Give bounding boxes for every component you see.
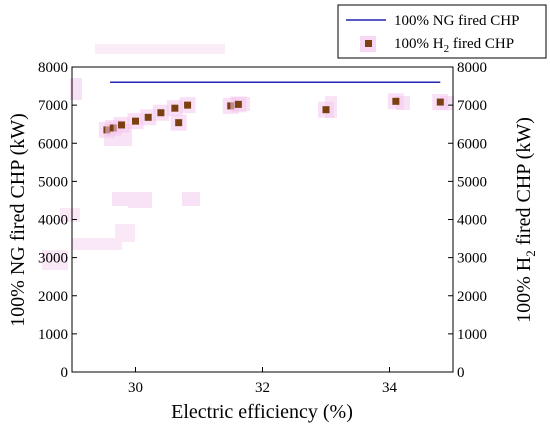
y-right-tick-label: 6000: [457, 136, 487, 152]
h2-fired-chp-point: [322, 106, 330, 114]
y-right-tick-label: 1000: [457, 327, 487, 343]
y-left-tick-label: 2000: [38, 289, 68, 305]
legend-swatch-h2: [365, 40, 372, 47]
legend-label-h2-part-2: fired CHP: [449, 36, 514, 52]
y-left-tick-label: 6000: [38, 136, 68, 152]
h2-fired-chp-point: [392, 97, 400, 105]
y-left-tick-label: 1000: [38, 327, 68, 343]
y-right-tick-label: 2000: [457, 289, 487, 305]
x-axis-title: Electric efficiency (%): [171, 401, 353, 423]
h2-fired-chp-point: [118, 121, 126, 129]
h2-fired-chp-point: [132, 117, 139, 125]
x-tick-label: 34: [382, 380, 398, 396]
h2-fired-chp-point: [144, 113, 152, 121]
h2-fired-chp-point: [157, 109, 165, 117]
x-tick-label: 32: [255, 380, 270, 396]
h2-fired-chp-point: [436, 98, 444, 106]
legend-label-h2: 100% H2 fired CHP: [394, 36, 514, 55]
y-right-tick-label: 7000: [457, 98, 487, 114]
y-left-tick-label: 5000: [38, 174, 68, 190]
legend-label-h2-part-1: 100% H: [394, 36, 444, 52]
h2-fired-chp-point: [184, 101, 192, 109]
y-right-tick-label: 8000: [457, 60, 487, 76]
y-axis-right-title-part-2: fired CHP (kW): [513, 117, 535, 250]
x-tick-label: 30: [128, 380, 143, 396]
y-left-tick-label: 8000: [38, 60, 68, 76]
y-axis-right-title-part-1: 100% H: [513, 257, 535, 323]
h2-fired-chp-point: [171, 104, 179, 112]
y-axis-left-title: 100% NG fired CHP (kW): [7, 113, 29, 327]
y-axis-left: 0 1000 2000 3000 4000 5000 6000 7000 8000: [38, 60, 77, 381]
plot-frame: [71, 66, 454, 373]
y-right-tick-label: 4000: [457, 213, 487, 229]
y-left-tick-label: 0: [61, 365, 69, 381]
background-artifacts: [42, 44, 454, 270]
legend-label-h2-subscript: 2: [444, 43, 450, 55]
y-left-tick-label: 7000: [38, 98, 68, 114]
legend: 100% NG fired CHP 100% H2 fired CHP: [337, 4, 547, 59]
y-axis-right-title-subscript: 2: [523, 250, 538, 257]
y-right-tick-label: 0: [457, 365, 465, 381]
h2-fired-chp-point: [175, 119, 183, 127]
y-left-tick-label: 4000: [38, 213, 68, 229]
legend-label-ng: 100% NG fired CHP: [394, 13, 519, 29]
y-right-tick-label: 3000: [457, 251, 487, 267]
series-layer: [98, 81, 449, 138]
h2-fired-chp-point: [109, 124, 117, 132]
x-axis: 30 32 34: [128, 367, 398, 396]
y-axis-right-title: 100% H2 fired CHP (kW): [513, 117, 538, 323]
y-right-tick-label: 5000: [457, 174, 487, 190]
h2-fired-chp-point: [234, 100, 242, 108]
y-left-tick-label: 3000: [38, 251, 68, 267]
y-axis-right: 0 1000 2000 3000 4000 5000 6000 7000 8000: [448, 60, 487, 381]
